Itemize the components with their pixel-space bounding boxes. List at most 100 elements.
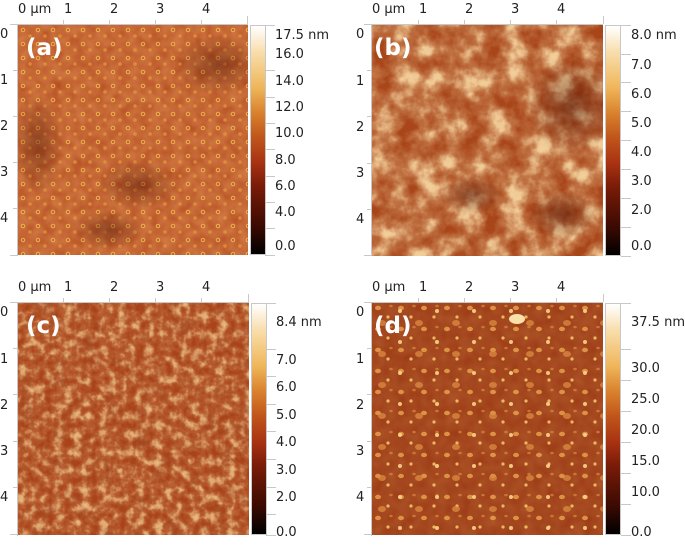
x-tick bbox=[464, 298, 465, 302]
colorbar-tick bbox=[621, 380, 631, 381]
colorbar-tick bbox=[621, 303, 631, 304]
colorbar-tick bbox=[266, 349, 276, 350]
panel-c: 0 µm 1 2 3 4 0 1 2 3 4 bbox=[0, 278, 340, 546]
colorbar-max-label: 8.0 nm bbox=[631, 28, 677, 43]
y-tick bbox=[364, 24, 372, 25]
colorbar-tick bbox=[621, 111, 631, 112]
y-tick-label: 3 bbox=[0, 165, 9, 180]
colorbar-label: 0.0 bbox=[631, 239, 652, 254]
colorbar-label: 6.0 bbox=[275, 179, 296, 194]
x-tick bbox=[464, 20, 465, 24]
x-tick bbox=[109, 298, 110, 302]
colorbar-tick bbox=[621, 25, 631, 26]
colorbar-tick bbox=[266, 376, 276, 377]
y-tick bbox=[13, 70, 17, 71]
y-tick bbox=[367, 209, 371, 210]
colorbar-tick bbox=[266, 535, 276, 536]
x-tick bbox=[556, 20, 557, 24]
colorbar-label: 7.0 bbox=[631, 58, 652, 73]
y-tick-label: 4 bbox=[356, 490, 365, 505]
x-tick bbox=[109, 20, 110, 24]
colorbar-tick bbox=[265, 176, 275, 177]
y-tick-label: 1 bbox=[356, 352, 365, 367]
x-tick-label: 2 bbox=[110, 280, 119, 295]
colorbar-label: 0.0 bbox=[276, 525, 297, 540]
x-tick bbox=[247, 16, 248, 24]
x-tick bbox=[155, 298, 156, 302]
x-tick bbox=[201, 298, 202, 302]
colorbar-tick bbox=[621, 411, 631, 412]
panel-label: (a) bbox=[26, 35, 63, 61]
colorbar-tick bbox=[621, 535, 631, 536]
colorbar-label: 16.0 bbox=[275, 47, 304, 62]
afm-height-map: (a) bbox=[18, 25, 248, 255]
panel-a: 0 µm 1 2 3 4 0 1 2 3 4 bbox=[0, 0, 340, 268]
x-axis-line bbox=[18, 24, 248, 25]
y-tick-label: 0 bbox=[356, 305, 365, 320]
x-tick bbox=[201, 20, 202, 24]
colorbar-label: 5.0 bbox=[631, 116, 652, 131]
y-tick bbox=[364, 255, 372, 256]
x-tick-label: 3 bbox=[511, 280, 520, 295]
panel-label: (c) bbox=[26, 313, 61, 339]
colorbar-label: 25.0 bbox=[631, 392, 660, 407]
colorbar-label: 14.0 bbox=[275, 74, 304, 89]
colorbar bbox=[251, 303, 267, 535]
colorbar-label: 10.0 bbox=[631, 485, 660, 500]
y-tick-label: 2 bbox=[0, 398, 9, 413]
colorbar-label: 20.0 bbox=[631, 423, 660, 438]
x-tick-label: 4 bbox=[202, 280, 211, 295]
y-tick bbox=[367, 487, 371, 488]
x-tick bbox=[556, 298, 557, 302]
y-tick bbox=[367, 348, 371, 349]
colorbar-tick bbox=[266, 303, 276, 304]
y-tick bbox=[10, 24, 18, 25]
x-tick bbox=[63, 298, 64, 302]
colorbar-tick bbox=[265, 149, 275, 150]
colorbar-label: 8.0 bbox=[275, 153, 296, 168]
x-tick bbox=[510, 20, 511, 24]
colorbar-tick bbox=[265, 255, 275, 256]
y-tick-label: 0 bbox=[0, 305, 9, 320]
colorbar-label: 2.0 bbox=[631, 203, 652, 218]
x-tick-label: 1 bbox=[419, 2, 428, 17]
colorbar-tick bbox=[266, 487, 276, 488]
x-tick-label: 4 bbox=[202, 2, 211, 17]
colorbar-tick bbox=[265, 25, 275, 26]
colorbar-label: 0.0 bbox=[631, 525, 652, 540]
colorbar-label: 12.0 bbox=[275, 100, 304, 115]
x-axis-line bbox=[372, 24, 603, 25]
x-tick-label: 1 bbox=[64, 2, 73, 17]
panel-label: (d) bbox=[374, 313, 412, 339]
x-tick-label: 2 bbox=[465, 280, 474, 295]
y-tick-label: 1 bbox=[0, 352, 9, 367]
y-axis-line bbox=[371, 302, 372, 536]
x-axis-line bbox=[372, 302, 603, 303]
y-tick-label: 1 bbox=[0, 73, 9, 88]
y-tick bbox=[13, 116, 17, 117]
colorbar-tick bbox=[621, 227, 631, 228]
colorbar-label: 2.0 bbox=[276, 490, 297, 505]
x-tick bbox=[510, 298, 511, 302]
afm-height-map: (c) bbox=[18, 303, 249, 535]
x-tick-label: 0 µm bbox=[18, 2, 52, 17]
x-tick-label: 2 bbox=[465, 2, 474, 17]
y-tick bbox=[13, 487, 17, 488]
x-tick bbox=[418, 20, 419, 24]
colorbar-tick bbox=[621, 442, 631, 443]
x-tick-label: 3 bbox=[156, 280, 165, 295]
y-tick-label: 4 bbox=[0, 211, 9, 226]
y-tick bbox=[364, 534, 372, 535]
x-tick bbox=[248, 294, 249, 302]
x-tick-label: 4 bbox=[557, 2, 566, 17]
afm-height-map: (b) bbox=[372, 25, 603, 256]
x-tick bbox=[603, 294, 604, 302]
y-tick bbox=[10, 534, 18, 535]
colorbar-tick bbox=[621, 473, 631, 474]
colorbar-tick bbox=[265, 70, 275, 71]
colorbar-label: 10.0 bbox=[275, 126, 304, 141]
x-tick-label: 3 bbox=[156, 2, 165, 17]
y-tick-label: 1 bbox=[356, 74, 365, 89]
colorbar-tick bbox=[266, 431, 276, 432]
afm-height-map: (d) bbox=[372, 303, 603, 535]
